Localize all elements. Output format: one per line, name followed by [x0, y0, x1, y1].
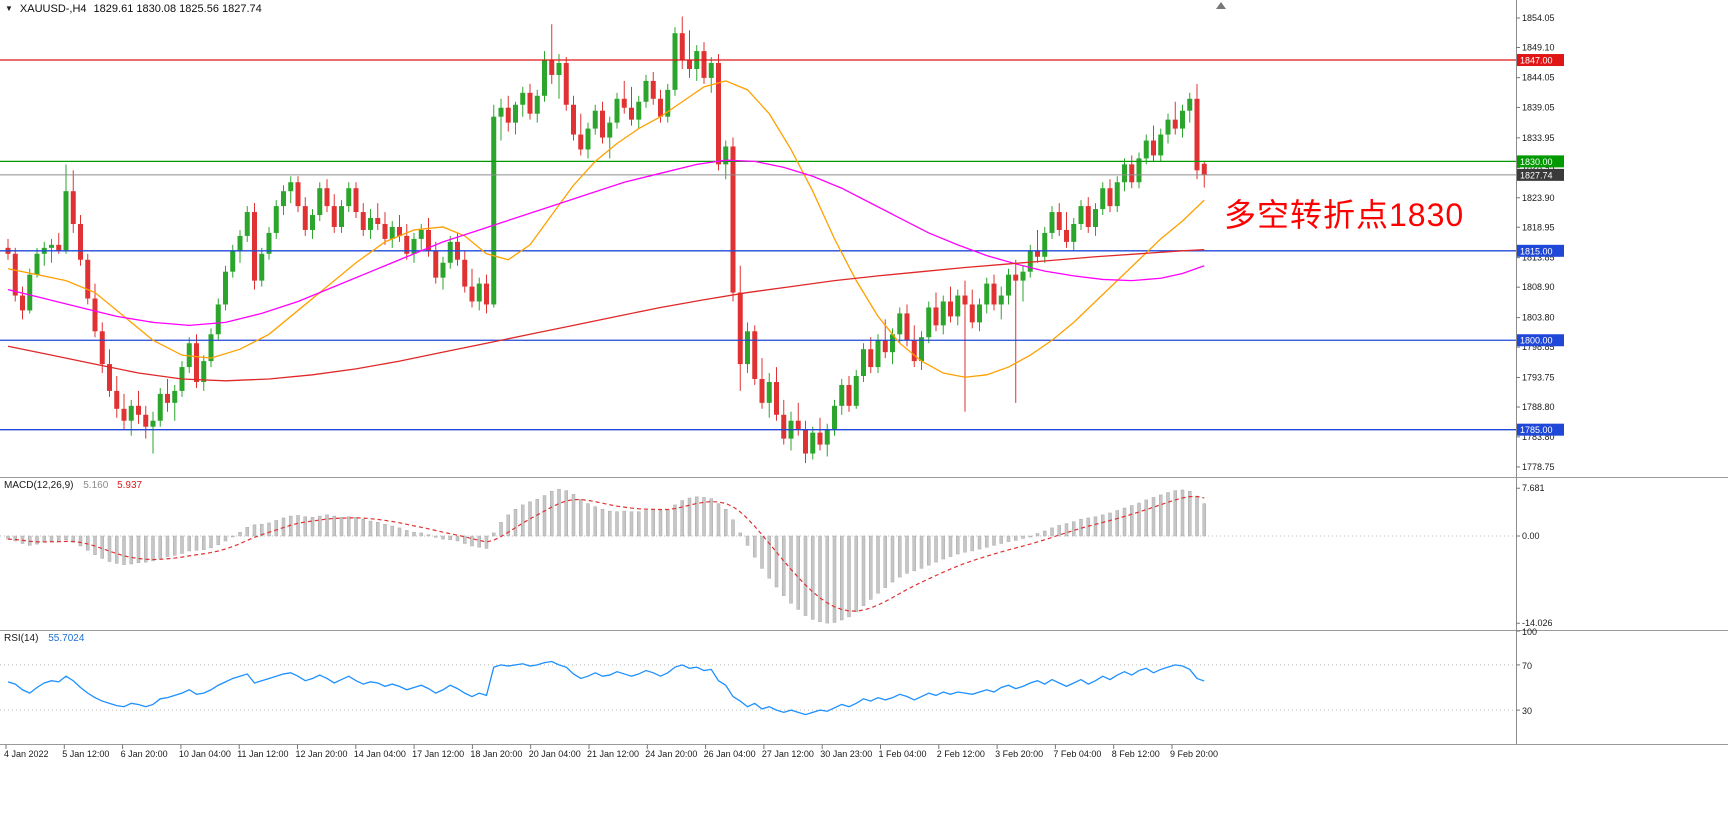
svg-text:21 Jan 12:00: 21 Jan 12:00 — [587, 749, 639, 759]
macd-histogram — [6, 489, 1206, 624]
macd-indicator-header: MACD(12,26,9) 5.160 5.937 — [4, 480, 142, 491]
svg-text:1813.85: 1813.85 — [1522, 253, 1555, 263]
svg-text:1778.75: 1778.75 — [1522, 462, 1555, 472]
panel-separators — [0, 0, 1728, 745]
svg-text:26 Jan 04:00: 26 Jan 04:00 — [704, 749, 756, 759]
indicator-guide-lines — [0, 535, 1516, 711]
chart-header: ▼ XAUUSD-,H4 1829.61 1830.08 1825.56 182… — [5, 3, 262, 15]
macd-main-value: 5.160 — [83, 480, 109, 491]
chart-annotation-text: 多空转折点1830 — [1224, 197, 1465, 233]
svg-text:1818.95: 1818.95 — [1522, 222, 1555, 232]
horizontal-level-lines[interactable] — [0, 59, 1516, 431]
ma-slow-red — [7, 248, 1205, 382]
svg-text:27 Jan 12:00: 27 Jan 12:00 — [762, 749, 814, 759]
svg-text:14 Jan 04:00: 14 Jan 04:00 — [354, 749, 406, 759]
svg-text:1798.85: 1798.85 — [1522, 342, 1555, 352]
svg-text:1844.05: 1844.05 — [1522, 73, 1555, 83]
svg-text:11 Jan 12:00: 11 Jan 12:00 — [237, 749, 288, 759]
svg-text:1 Feb 04:00: 1 Feb 04:00 — [879, 749, 927, 759]
svg-text:1854.05: 1854.05 — [1522, 13, 1555, 23]
svg-text:30 Jan 23:00: 30 Jan 23:00 — [820, 749, 872, 759]
svg-text:2 Feb 12:00: 2 Feb 12:00 — [937, 749, 985, 759]
svg-text:17 Jan 12:00: 17 Jan 12:00 — [412, 749, 464, 759]
svg-text:0.00: 0.00 — [1522, 531, 1540, 541]
svg-text:5 Jan 12:00: 5 Jan 12:00 — [62, 749, 109, 759]
svg-text:1788.80: 1788.80 — [1522, 402, 1555, 412]
svg-text:1785.00: 1785.00 — [1520, 425, 1553, 435]
svg-text:1830.00: 1830.00 — [1520, 157, 1553, 167]
ma-fast-orange — [7, 80, 1205, 378]
svg-text:9 Feb 20:00: 9 Feb 20:00 — [1170, 749, 1218, 759]
svg-text:24 Jan 20:00: 24 Jan 20:00 — [645, 749, 697, 759]
macd-signal-value: 5.937 — [117, 480, 143, 491]
svg-text:7 Feb 04:00: 7 Feb 04:00 — [1053, 749, 1101, 759]
svg-text:1847.00: 1847.00 — [1520, 56, 1553, 66]
svg-text:-14.026: -14.026 — [1522, 618, 1553, 628]
svg-text:1849.10: 1849.10 — [1522, 43, 1555, 53]
rsi-indicator-header: RSI(14) 55.7024 — [4, 633, 84, 644]
rsi-line — [7, 660, 1205, 716]
moving-average-lines — [7, 80, 1205, 382]
svg-text:6 Jan 20:00: 6 Jan 20:00 — [121, 749, 168, 759]
svg-text:100: 100 — [1522, 627, 1537, 637]
svg-text:8 Feb 12:00: 8 Feb 12:00 — [1112, 749, 1160, 759]
time-scale[interactable]: 4 Jan 2022 5 Jan 12:00 6 Jan 20:00 10 Jan 0… — [4, 744, 1218, 760]
svg-text:10 Jan 04:00: 10 Jan 04:00 — [179, 749, 231, 759]
svg-text:18 Jan 20:00: 18 Jan 20:00 — [470, 749, 522, 759]
candlestick-series — [5, 16, 1207, 464]
svg-text:1815.00: 1815.00 — [1520, 246, 1553, 256]
svg-text:1823.90: 1823.90 — [1522, 193, 1555, 203]
rsi-series — [7, 660, 1205, 716]
svg-text:1839.05: 1839.05 — [1522, 102, 1555, 112]
ohlc-values-label: 1829.61 1830.08 1825.56 1827.74 — [93, 3, 262, 15]
symbol-period-label: XAUUSD-,H4 — [19, 3, 87, 15]
svg-text:1828.95: 1828.95 — [1522, 163, 1555, 173]
rsi-title: RSI(14) — [4, 633, 39, 644]
chart-menu-icon[interactable]: ▼ — [5, 4, 13, 13]
chart-markers — [1216, 2, 1226, 9]
svg-text:1783.80: 1783.80 — [1522, 432, 1555, 442]
macd-signal — [7, 495, 1205, 612]
price-tags: 1847.00 1830.00 1815.00 1800.00 1785.00 1827.… — [1517, 54, 1564, 436]
svg-text:7.681: 7.681 — [1522, 483, 1545, 493]
macd-title: MACD(12,26,9) — [4, 480, 74, 491]
svg-text:20 Jan 04:00: 20 Jan 04:00 — [529, 749, 581, 759]
svg-text:30: 30 — [1522, 706, 1532, 716]
svg-text:1808.90: 1808.90 — [1522, 282, 1555, 292]
rsi-value: 55.7024 — [48, 633, 85, 644]
auto-scroll-icon[interactable] — [1216, 2, 1226, 9]
macd-signal-line — [7, 495, 1205, 612]
svg-text:1800.00: 1800.00 — [1520, 336, 1553, 346]
price-scale[interactable]: 1854.05 1849.10 1844.05 1839.05 1833.95 1828.… — [1516, 13, 1555, 716]
svg-text:1827.74: 1827.74 — [1520, 170, 1553, 180]
svg-text:70: 70 — [1522, 661, 1532, 671]
ma-mid-magenta — [7, 159, 1205, 326]
svg-text:3 Feb 20:00: 3 Feb 20:00 — [995, 749, 1043, 759]
svg-text:4 Jan 2022: 4 Jan 2022 — [4, 749, 49, 759]
svg-text:12 Jan 20:00: 12 Jan 20:00 — [296, 749, 348, 759]
svg-text:1803.80: 1803.80 — [1522, 313, 1555, 323]
svg-text:1833.95: 1833.95 — [1522, 133, 1555, 143]
svg-text:1793.75: 1793.75 — [1522, 373, 1555, 383]
